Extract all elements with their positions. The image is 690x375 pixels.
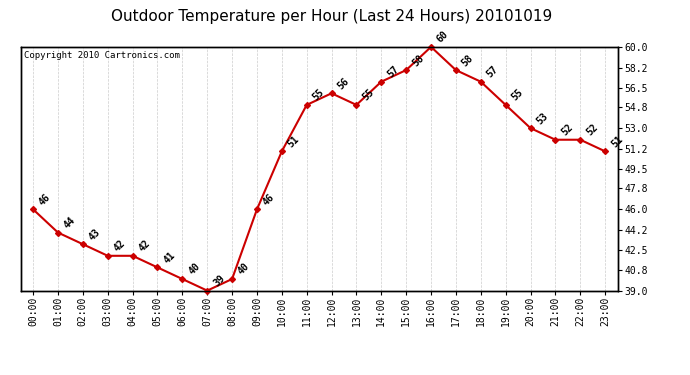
Text: 58: 58 [460, 53, 475, 68]
Text: 41: 41 [161, 250, 177, 265]
Text: 52: 52 [560, 122, 575, 138]
Text: 42: 42 [137, 238, 152, 254]
Text: 42: 42 [112, 238, 127, 254]
Text: 57: 57 [386, 64, 401, 80]
Text: 52: 52 [584, 122, 600, 138]
Text: 53: 53 [535, 111, 550, 126]
Text: 39: 39 [211, 273, 227, 288]
Text: 51: 51 [609, 134, 624, 149]
Text: 43: 43 [87, 226, 102, 242]
Text: 55: 55 [311, 87, 326, 103]
Text: 40: 40 [236, 261, 252, 277]
Text: 56: 56 [336, 76, 351, 91]
Text: 44: 44 [62, 215, 77, 230]
Text: Copyright 2010 Cartronics.com: Copyright 2010 Cartronics.com [23, 51, 179, 60]
Text: 60: 60 [435, 29, 451, 45]
Text: Outdoor Temperature per Hour (Last 24 Hours) 20101019: Outdoor Temperature per Hour (Last 24 Ho… [110, 9, 552, 24]
Text: 58: 58 [411, 53, 426, 68]
Text: 40: 40 [186, 261, 202, 277]
Text: 46: 46 [261, 192, 277, 207]
Text: 55: 55 [361, 87, 376, 103]
Text: 55: 55 [510, 87, 525, 103]
Text: 57: 57 [485, 64, 500, 80]
Text: 46: 46 [37, 192, 52, 207]
Text: 51: 51 [286, 134, 302, 149]
